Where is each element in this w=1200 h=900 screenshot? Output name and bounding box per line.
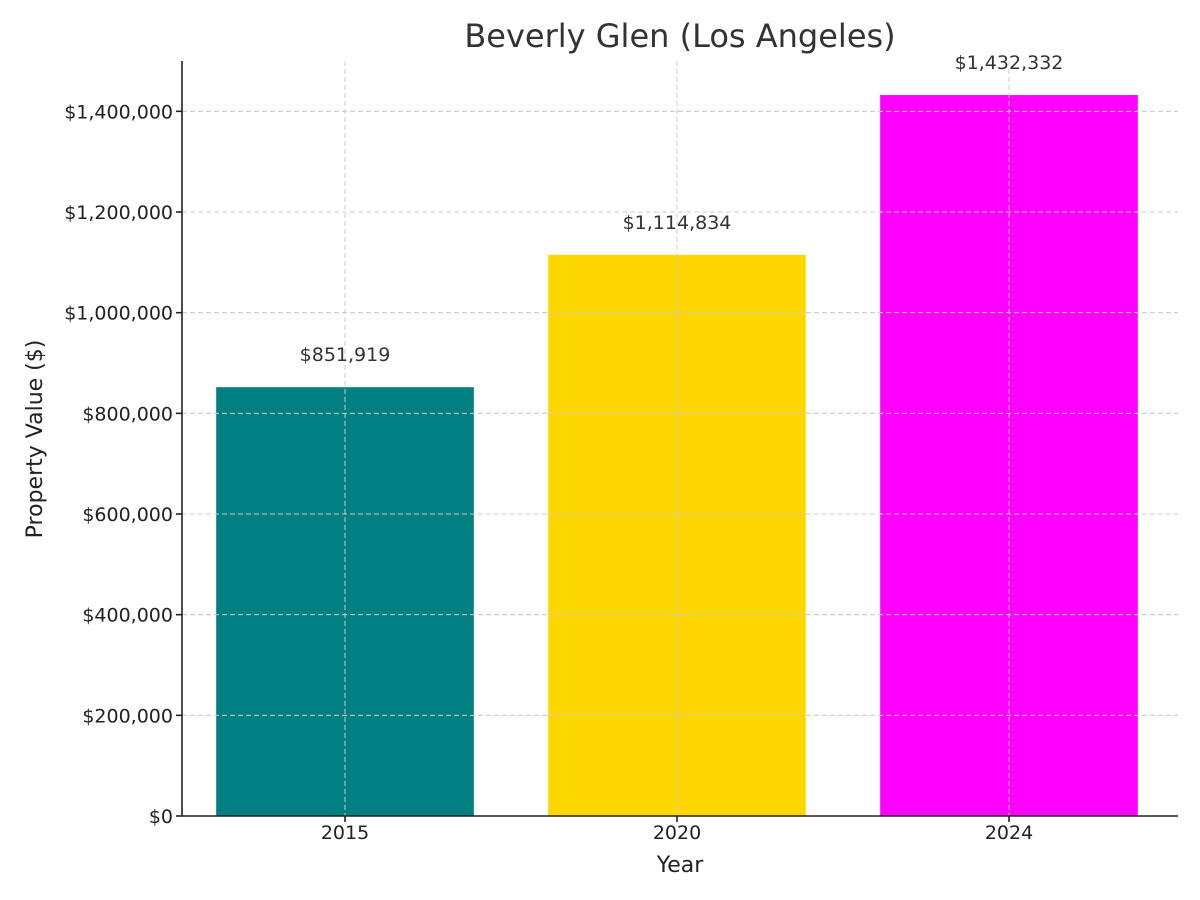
data-label-2015: $851,919 bbox=[300, 344, 391, 366]
data-label-2020: $1,114,834 bbox=[623, 212, 732, 234]
x-tick-label: 2015 bbox=[321, 822, 369, 844]
y-tick-label: $600,000 bbox=[82, 504, 173, 526]
y-tick-label: $0 bbox=[149, 806, 173, 828]
y-tick-label: $200,000 bbox=[82, 705, 173, 727]
bars bbox=[182, 61, 1178, 816]
axes bbox=[176, 61, 1178, 822]
y-tick-label: $1,200,000 bbox=[64, 202, 173, 224]
y-tick-label: $800,000 bbox=[82, 403, 173, 425]
data-label-2024: $1,432,332 bbox=[955, 52, 1064, 74]
y-axis-label: Property Value ($) bbox=[23, 340, 48, 539]
x-tick-label: 2024 bbox=[985, 822, 1033, 844]
y-tick-label: $1,400,000 bbox=[64, 101, 173, 123]
tick-labels: $0 $200,000 $400,000 $600,000 $800,000 $1,000… bbox=[64, 101, 1033, 844]
chart-title: Beverly Glen (Los Angeles) bbox=[464, 17, 895, 55]
x-axis-label: Year bbox=[656, 853, 705, 878]
data-labels: $851,919 $1,114,834 $1,432,332 bbox=[300, 52, 1064, 366]
y-tick-label: $1,000,000 bbox=[64, 303, 173, 325]
x-tick-label: 2020 bbox=[653, 822, 701, 844]
y-tick-label: $400,000 bbox=[82, 605, 173, 627]
